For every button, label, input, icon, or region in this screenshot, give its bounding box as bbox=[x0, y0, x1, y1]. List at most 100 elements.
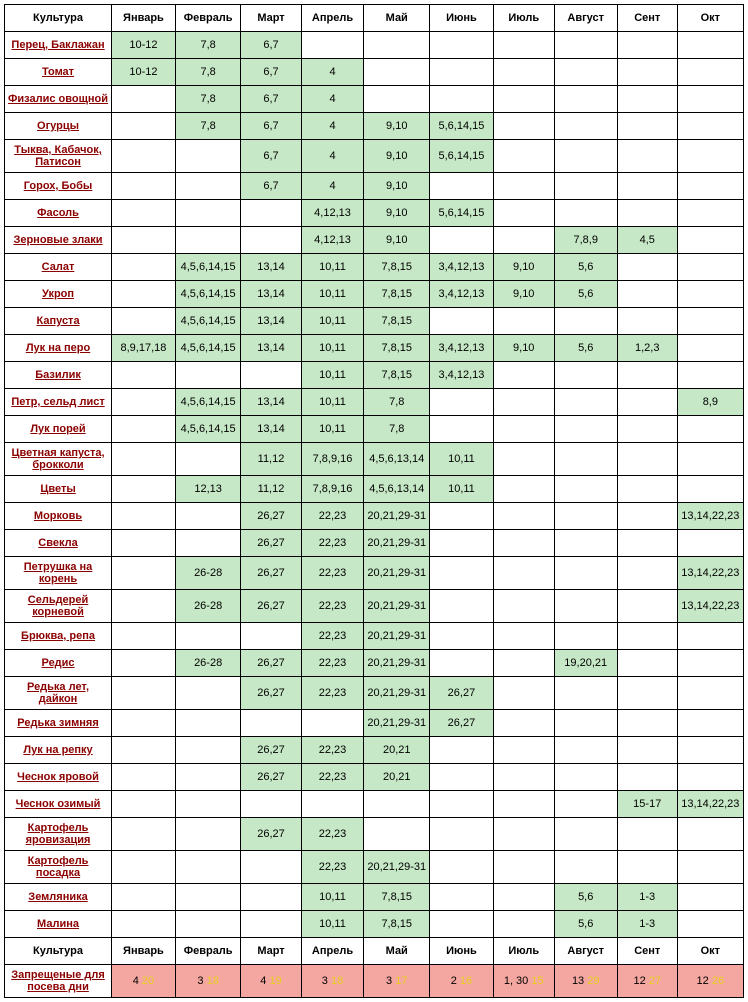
cell bbox=[493, 227, 554, 254]
footer-header-cell: Май bbox=[364, 938, 430, 965]
culture-link[interactable]: Огурцы bbox=[5, 113, 112, 140]
cell: 22,23 bbox=[301, 737, 364, 764]
culture-link[interactable]: Капуста bbox=[5, 308, 112, 335]
culture-link[interactable]: Петрушка на корень bbox=[5, 557, 112, 590]
cell: 26,27 bbox=[241, 530, 301, 557]
culture-link[interactable]: Малина bbox=[5, 911, 112, 938]
cell bbox=[175, 443, 241, 476]
cell bbox=[112, 443, 176, 476]
culture-link[interactable]: Укроп bbox=[5, 281, 112, 308]
culture-link[interactable]: Базилик bbox=[5, 362, 112, 389]
culture-link[interactable]: Редис bbox=[5, 650, 112, 677]
table-row: Брюква, репа22,2320,21,29-31 bbox=[5, 623, 744, 650]
cell bbox=[364, 86, 430, 113]
col-aug: Август bbox=[554, 5, 617, 32]
cell bbox=[493, 884, 554, 911]
cell bbox=[554, 791, 617, 818]
forbidden-value-b: 15 bbox=[531, 975, 543, 987]
cell bbox=[175, 173, 241, 200]
culture-link[interactable]: Томат bbox=[5, 59, 112, 86]
cell bbox=[554, 113, 617, 140]
culture-link[interactable]: Горох, Бобы bbox=[5, 173, 112, 200]
cell bbox=[241, 623, 301, 650]
culture-link[interactable]: Земляника bbox=[5, 884, 112, 911]
cell bbox=[430, 227, 494, 254]
culture-link[interactable]: Физалис овощной bbox=[5, 86, 112, 113]
cell bbox=[430, 389, 494, 416]
culture-link[interactable]: Лук порей bbox=[5, 416, 112, 443]
culture-link[interactable]: Цветы bbox=[5, 476, 112, 503]
cell: 5,6 bbox=[554, 884, 617, 911]
cell: 9,10 bbox=[364, 140, 430, 173]
cell bbox=[175, 530, 241, 557]
forbidden-value-a: 12 bbox=[697, 975, 709, 987]
forbidden-value-a: 2 bbox=[451, 975, 457, 987]
cell: 7,8,15 bbox=[364, 308, 430, 335]
forbidden-cell: 12 27 bbox=[617, 965, 677, 998]
cell: 8,9 bbox=[677, 389, 743, 416]
cell: 1-3 bbox=[617, 911, 677, 938]
culture-link[interactable]: Зерновые злаки bbox=[5, 227, 112, 254]
cell: 5,6 bbox=[554, 911, 617, 938]
culture-link[interactable]: Петр, сельд лист bbox=[5, 389, 112, 416]
cell bbox=[617, 140, 677, 173]
cell: 13,14 bbox=[241, 416, 301, 443]
culture-link[interactable]: Редька лет, дайкон bbox=[5, 677, 112, 710]
culture-link[interactable]: Картофель посадка bbox=[5, 851, 112, 884]
culture-link[interactable]: Перец, Баклажан bbox=[5, 32, 112, 59]
cell bbox=[493, 503, 554, 530]
cell bbox=[493, 677, 554, 710]
cell bbox=[493, 140, 554, 173]
col-jul: Июль bbox=[493, 5, 554, 32]
culture-link[interactable]: Тыква, Кабачок, Патисон bbox=[5, 140, 112, 173]
culture-link[interactable]: Лук на перо bbox=[5, 335, 112, 362]
cell bbox=[112, 737, 176, 764]
cell bbox=[430, 911, 494, 938]
forbidden-value-a: 3 bbox=[386, 975, 392, 987]
culture-link[interactable]: Картофель яровизация bbox=[5, 818, 112, 851]
header-row: Культура Январь Февраль Март Апрель Май … bbox=[5, 5, 744, 32]
culture-link[interactable]: Чеснок яровой bbox=[5, 764, 112, 791]
culture-link[interactable]: Фасоль bbox=[5, 200, 112, 227]
cell bbox=[554, 557, 617, 590]
culture-link[interactable]: Сельдерей корневой bbox=[5, 590, 112, 623]
table-row: Перец, Баклажан10-127,86,7 bbox=[5, 32, 744, 59]
cell bbox=[617, 113, 677, 140]
cell bbox=[241, 911, 301, 938]
cell bbox=[617, 677, 677, 710]
cell bbox=[175, 791, 241, 818]
cell bbox=[617, 557, 677, 590]
cell bbox=[677, 737, 743, 764]
cell bbox=[493, 416, 554, 443]
culture-link[interactable]: Свекла bbox=[5, 530, 112, 557]
cell bbox=[112, 557, 176, 590]
cell bbox=[493, 530, 554, 557]
culture-link[interactable]: Чеснок озимый bbox=[5, 791, 112, 818]
cell: 13,14 bbox=[241, 308, 301, 335]
cell bbox=[112, 362, 176, 389]
cell: 7,8 bbox=[175, 113, 241, 140]
culture-link[interactable]: Морковь bbox=[5, 503, 112, 530]
cell bbox=[677, 113, 743, 140]
cell bbox=[430, 59, 494, 86]
table-row: Редис26-2826,2722,2320,21,29-3119,20,21 bbox=[5, 650, 744, 677]
cell bbox=[175, 623, 241, 650]
table-row: Базилик10,117,8,153,4,12,13 bbox=[5, 362, 744, 389]
culture-link[interactable]: Лук на репку bbox=[5, 737, 112, 764]
cell bbox=[493, 737, 554, 764]
cell bbox=[677, 710, 743, 737]
cell bbox=[677, 650, 743, 677]
cell bbox=[112, 818, 176, 851]
forbidden-label[interactable]: Запрещеные для посева дни bbox=[5, 965, 112, 998]
cell bbox=[175, 362, 241, 389]
col-sep: Сент bbox=[617, 5, 677, 32]
cell: 4,5,6,14,15 bbox=[175, 416, 241, 443]
culture-link[interactable]: Редька зимняя bbox=[5, 710, 112, 737]
cell: 4,5,6,13,14 bbox=[364, 443, 430, 476]
culture-link[interactable]: Салат bbox=[5, 254, 112, 281]
cell bbox=[430, 530, 494, 557]
cell bbox=[430, 650, 494, 677]
table-row: Земляника10,117,8,155,61-3 bbox=[5, 884, 744, 911]
culture-link[interactable]: Брюква, репа bbox=[5, 623, 112, 650]
culture-link[interactable]: Цветная капуста, брокколи bbox=[5, 443, 112, 476]
